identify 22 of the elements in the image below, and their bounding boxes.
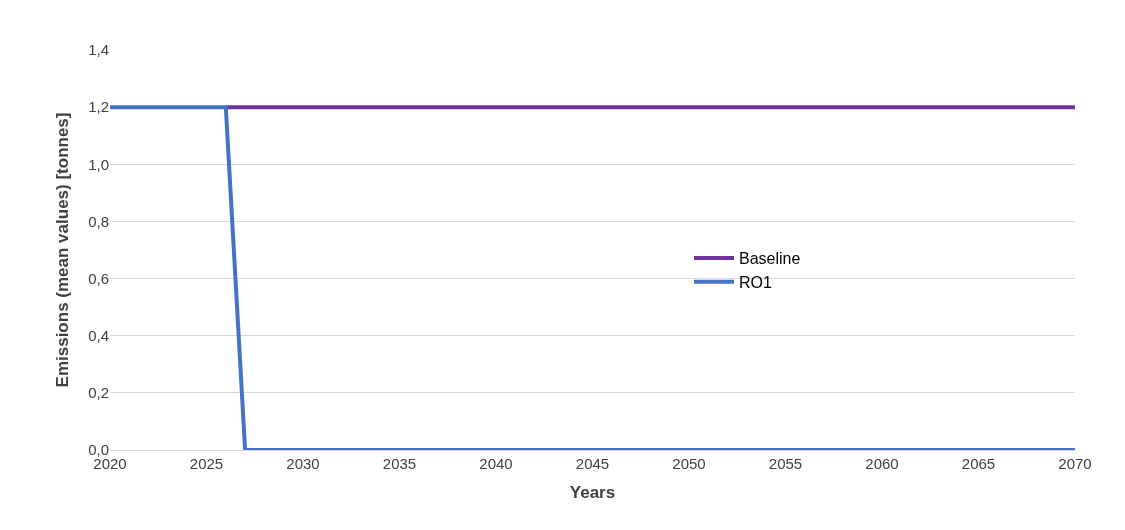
x-tick-label: 2045 bbox=[575, 455, 610, 472]
legend-label: RO1 bbox=[739, 273, 772, 291]
x-tick-label: 2035 bbox=[382, 455, 417, 472]
y-tick-label: 1,0 bbox=[88, 155, 109, 173]
x-tick-label: 2060 bbox=[865, 455, 899, 472]
y-tick-label: 0,4 bbox=[88, 326, 109, 344]
y-tick-label: 1,2 bbox=[88, 98, 109, 116]
y-tick-label: 0,6 bbox=[88, 269, 109, 287]
y-tick-label: 0,8 bbox=[88, 212, 109, 230]
x-axis-title: Years bbox=[569, 483, 616, 503]
x-tick-label: 2065 bbox=[961, 455, 996, 472]
x-tick-label: 2050 bbox=[672, 455, 706, 472]
legend-label: Baseline bbox=[739, 250, 801, 268]
x-tick-label: 2030 bbox=[286, 455, 320, 472]
y-tick-label: 1,4 bbox=[88, 41, 109, 59]
x-tick-label: 2025 bbox=[189, 455, 224, 472]
x-tick-label: 2040 bbox=[479, 455, 513, 472]
x-tick-label: 2055 bbox=[768, 455, 803, 472]
y-tick-label: 0,2 bbox=[88, 384, 109, 402]
y-tick-label: 0,0 bbox=[88, 441, 109, 459]
y-axis-title: Emissions (mean values) [tonnes] bbox=[52, 112, 72, 388]
x-tick-label: 2070 bbox=[1058, 455, 1092, 472]
